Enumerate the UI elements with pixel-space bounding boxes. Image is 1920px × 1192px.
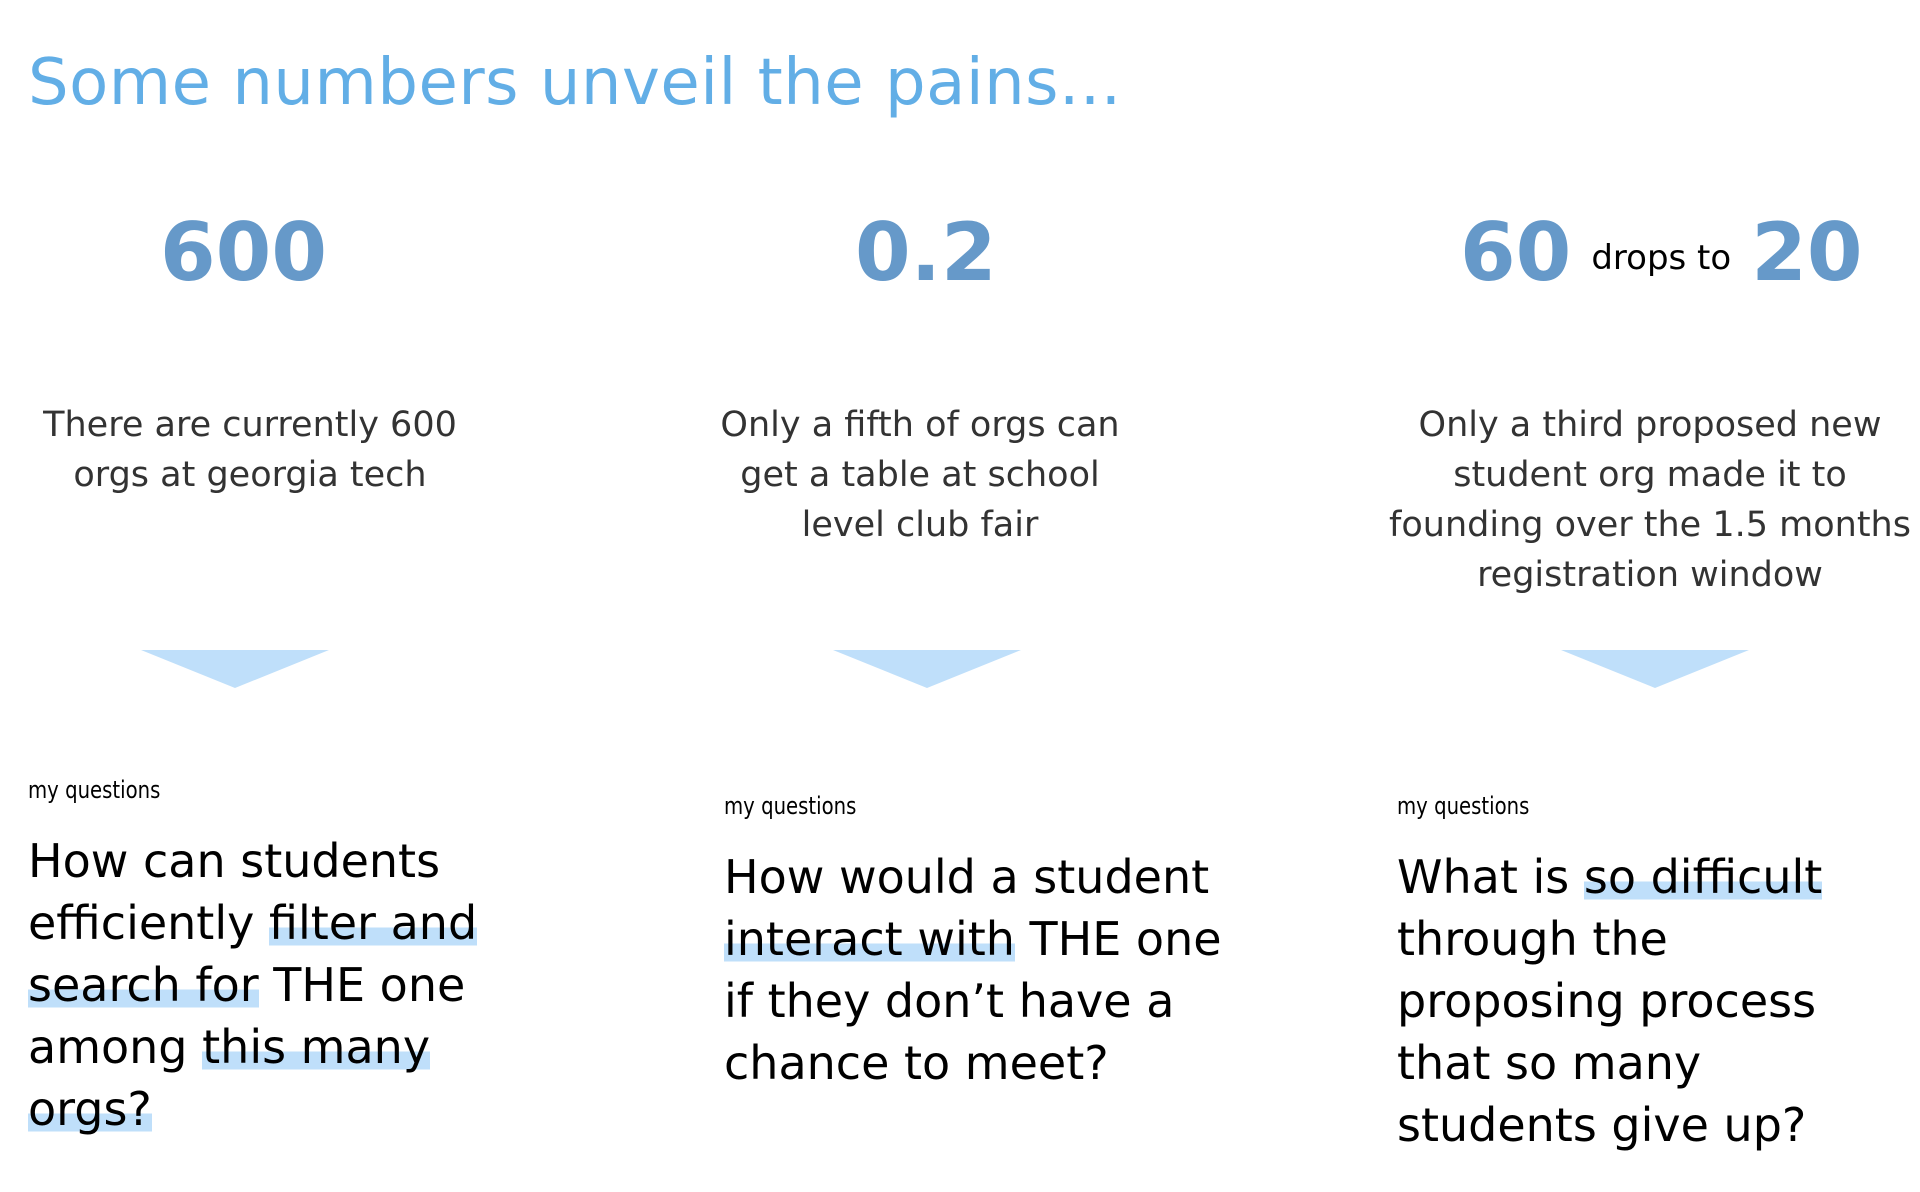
stat-connector: drops to (1591, 238, 1732, 279)
question-text: THE one among (28, 958, 466, 1074)
question-text: THE one if they don’t have a chance to m… (724, 912, 1222, 1090)
my-questions-label: my questions (28, 776, 161, 804)
question-text: How can students efficiently (28, 834, 441, 950)
down-arrow-icon (141, 650, 329, 688)
my-questions-label: my questions (724, 792, 857, 820)
down-arrow-icon (1561, 650, 1749, 688)
stat-description-registration: Only a third proposed new student org ma… (1389, 405, 1911, 595)
stat-description-club-fair: Only a fifth of orgs can get a table at … (720, 405, 1120, 545)
my-questions-label: my questions (1397, 792, 1530, 820)
question-highlight: interact with (724, 912, 1015, 966)
question-highlight: so difficult (1583, 850, 1823, 904)
question-text: What is (1397, 850, 1584, 904)
stat-orgs-count: 600 (160, 206, 327, 299)
question-text: through the proposing process that so ma… (1397, 912, 1817, 1152)
question-2: How would a student interact with THE on… (724, 846, 1254, 1094)
stat-description-orgs: There are currently 600 orgs at georgia … (43, 405, 457, 495)
question-text: How would a student (724, 850, 1210, 904)
question-3: What is so difficult through the proposi… (1397, 846, 1907, 1156)
question-1: How can students efficiently filter and … (28, 830, 568, 1140)
stat-from: 60 (1460, 206, 1572, 299)
stat-to: 20 (1751, 206, 1863, 299)
down-arrow-icon (833, 650, 1021, 688)
page-title: Some numbers unveil the pains... (28, 46, 1122, 120)
stat-fifth: 0.2 (855, 206, 997, 299)
stat-registration-drop: 60 drops to 20 (1460, 206, 1863, 299)
